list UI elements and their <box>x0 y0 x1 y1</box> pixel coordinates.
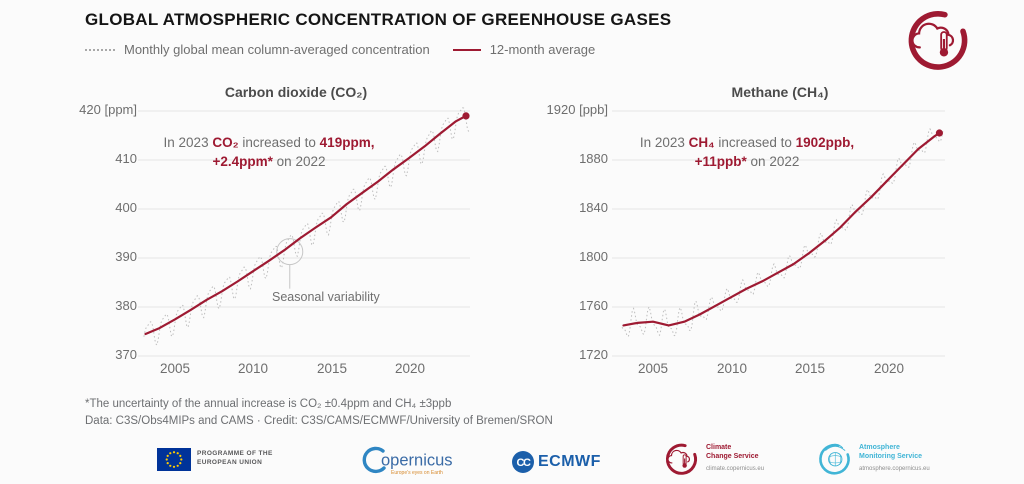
copernicus-c-icon <box>362 446 386 474</box>
co2-ytick-370: 370 <box>115 347 137 362</box>
co2-ytick-420: 420 [ppm] <box>79 102 137 117</box>
svg-text:CC: CC <box>517 457 531 469</box>
ch4-xtick-2010: 2010 <box>716 361 748 376</box>
ch4-ytick-1880: 1880 <box>579 151 608 166</box>
eu-flag-icon <box>157 448 191 471</box>
c3s-cloud-thermometer-icon-small <box>665 443 698 475</box>
co2-ytick-390: 390 <box>115 249 137 264</box>
ecmwf-wordmark: ECMWF <box>538 453 601 470</box>
c3s-url: climate.copernicus.eu <box>706 466 765 472</box>
page-title: GLOBAL ATMOSPHERIC CONCENTRATION OF GREE… <box>85 10 672 29</box>
ch4-annotation: In 2023 CH₄ increased to 1902ppb, +11ppb… <box>639 135 855 169</box>
co2-xtick-2015: 2015 <box>316 361 348 376</box>
ch4-xtick-2015: 2015 <box>794 361 826 376</box>
c3s-cloud-thermometer-icon <box>902 4 974 74</box>
seasonal-variability-label: Seasonal variability <box>272 290 380 304</box>
ch4-ytick-1720: 1720 <box>579 347 608 362</box>
legend-label-average: 12-month average <box>489 42 596 57</box>
ch4-xtick-2005: 2005 <box>637 361 669 376</box>
ch4-ytick-1840: 1840 <box>579 200 608 215</box>
latest-value-dot <box>935 129 943 137</box>
ch4-ytick-1800: 1800 <box>579 249 608 264</box>
cams-service-name: Atmosphere Monitoring Service <box>859 444 923 460</box>
co2-xtick-2020: 2020 <box>394 361 426 376</box>
latest-value-dot <box>462 112 470 120</box>
ecmwf-globe-icon: CC <box>512 451 534 473</box>
uncertainty-footnote: *The uncertainty of the annual increase … <box>85 398 452 410</box>
ch4-chart <box>612 110 945 357</box>
c3s-service-name: Climate Change Service <box>706 444 759 460</box>
legend: Monthly global mean column-averaged conc… <box>85 42 595 57</box>
ecmwf-logo: CC ECMWF <box>512 451 601 473</box>
copernicus-tagline: Europe's eyes on Earth <box>391 470 443 476</box>
eu-programme-label: PROGRAMME OF THE EUROPEAN UNION <box>197 450 273 466</box>
monthly-line-swatch-icon <box>85 48 115 51</box>
cams-logo: Atmosphere Monitoring Service atmosphere… <box>816 440 930 477</box>
cams-atmosphere-globe-icon <box>819 442 850 475</box>
eu-flag-stars <box>165 451 183 468</box>
co2-annotation: In 2023 CO₂ increased to 419ppm, +2.4ppm… <box>163 135 375 169</box>
ch4-ytick-1920: 1920 [ppb] <box>546 102 608 117</box>
co2-chart <box>138 107 470 357</box>
monthly-mean-line <box>621 127 944 338</box>
co2-ytick-400: 400 <box>115 200 137 215</box>
c3s-logo: Climate Change Service climate.copernicu… <box>663 440 764 477</box>
copernicus-wordmark: opernicus <box>381 452 452 470</box>
twelve-month-average-line <box>622 131 941 327</box>
co2-chart-title: Carbon dioxide (CO₂) <box>224 84 368 100</box>
twelve-month-average-line <box>144 114 468 336</box>
credit-footnote: Data: C3S/Obs4MIPs and CAMS · Credit: C3… <box>85 415 553 427</box>
copernicus-logo: opernicus Europe's eyes on Earth <box>357 441 452 481</box>
ch4-chart-title: Methane (CH₄) <box>731 84 829 100</box>
co2-xtick-2010: 2010 <box>237 361 269 376</box>
average-line-swatch-icon <box>452 48 481 51</box>
cams-url: atmosphere.copernicus.eu <box>859 466 930 472</box>
co2-ytick-410: 410 <box>115 151 137 166</box>
legend-label-monthly: Monthly global mean column-averaged conc… <box>124 42 430 57</box>
ch4-xtick-2020: 2020 <box>873 361 905 376</box>
co2-ytick-380: 380 <box>115 298 137 313</box>
co2-xtick-2005: 2005 <box>159 361 191 376</box>
ch4-ytick-1760: 1760 <box>579 298 608 313</box>
